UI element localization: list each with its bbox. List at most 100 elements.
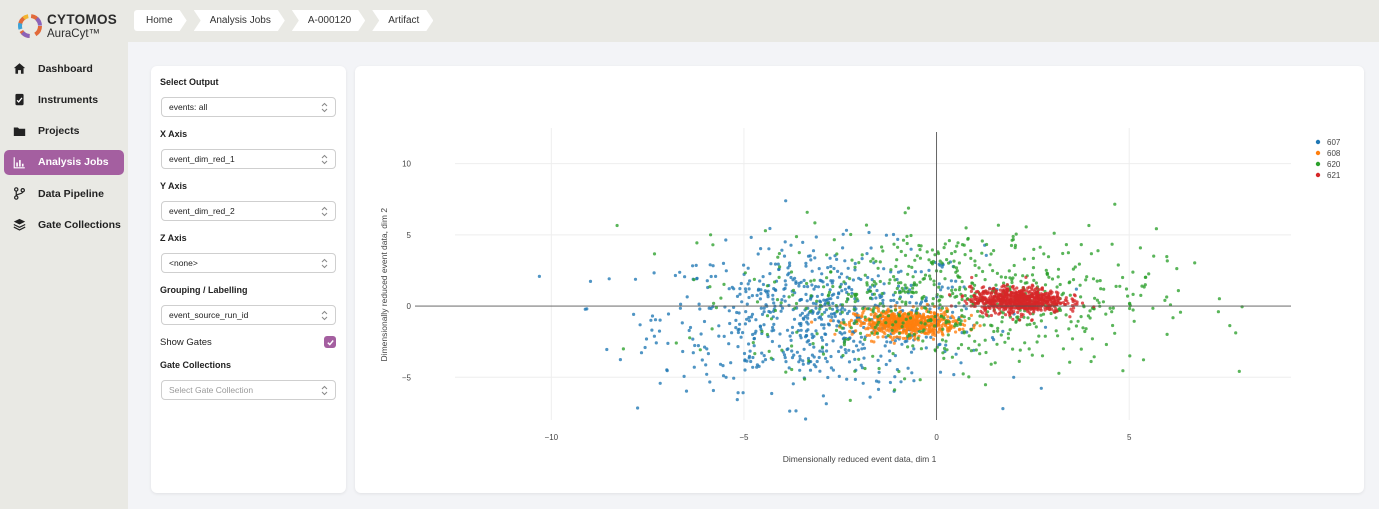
point xyxy=(1016,315,1020,319)
folder-icon xyxy=(12,124,26,138)
point xyxy=(705,347,709,351)
point xyxy=(952,373,956,377)
z-axis-dropdown[interactable]: <none> xyxy=(161,253,336,273)
point xyxy=(802,278,806,282)
point xyxy=(1068,360,1072,364)
legend-label[interactable]: 608 xyxy=(1327,149,1341,158)
point xyxy=(806,356,811,361)
gate-collections-dropdown[interactable]: Select Gate Collection xyxy=(161,380,336,400)
point xyxy=(1000,285,1004,289)
point xyxy=(857,357,861,361)
point xyxy=(818,307,822,311)
point xyxy=(804,417,808,421)
point xyxy=(823,332,827,336)
point xyxy=(857,261,861,265)
point xyxy=(910,371,914,375)
point xyxy=(782,353,787,357)
point xyxy=(911,328,916,332)
breadcrumb-job-id[interactable]: A-000120 xyxy=(292,10,365,31)
point xyxy=(957,301,961,305)
point xyxy=(794,301,799,306)
x-axis-dropdown[interactable]: event_dim_red_1 xyxy=(161,149,336,169)
breadcrumb-analysis-jobs[interactable]: Analysis Jobs xyxy=(194,10,285,31)
point xyxy=(869,339,874,343)
sidebar-item-data-pipeline[interactable]: Data Pipeline xyxy=(4,181,124,206)
point xyxy=(806,254,811,258)
point xyxy=(1091,277,1096,281)
point xyxy=(961,327,965,331)
point xyxy=(919,270,923,274)
point xyxy=(893,375,897,379)
point xyxy=(773,308,777,313)
legend-label[interactable]: 620 xyxy=(1327,160,1341,169)
legend-label[interactable]: 621 xyxy=(1327,171,1341,180)
sidebar-item-gate-collections[interactable]: Gate Collections xyxy=(4,212,124,237)
point xyxy=(688,336,692,340)
gate-collections-placeholder: Select Gate Collection xyxy=(169,385,254,395)
point xyxy=(809,294,813,298)
point xyxy=(921,339,925,343)
point xyxy=(988,287,992,291)
point xyxy=(830,307,835,311)
point xyxy=(766,289,770,293)
point xyxy=(978,352,982,356)
point xyxy=(825,276,829,280)
point xyxy=(864,223,869,227)
point xyxy=(1083,329,1087,334)
show-gates-checkbox[interactable] xyxy=(324,336,336,348)
point xyxy=(711,305,715,309)
select-output-dropdown[interactable]: events: all xyxy=(161,97,336,117)
point xyxy=(736,330,740,335)
sidebar-item-projects[interactable]: Projects xyxy=(4,119,124,144)
point xyxy=(990,324,994,328)
point xyxy=(1056,267,1061,271)
point xyxy=(918,248,922,252)
point xyxy=(1101,300,1105,304)
grouping-dropdown[interactable]: event_source_run_id xyxy=(161,305,336,325)
sidebar-item-instruments[interactable]: Instruments xyxy=(4,87,124,112)
breadcrumb-artifact[interactable]: Artifact xyxy=(372,10,433,31)
point xyxy=(837,292,841,296)
point xyxy=(829,319,833,323)
sidebar-item-label: Data Pipeline xyxy=(38,187,104,200)
point xyxy=(1079,295,1083,299)
point xyxy=(722,282,726,286)
chart-axes xyxy=(415,132,1291,420)
point xyxy=(1021,298,1025,302)
point xyxy=(873,325,877,329)
point xyxy=(915,307,919,311)
point xyxy=(969,284,973,288)
point xyxy=(765,314,770,318)
sidebar-item-analysis-jobs[interactable]: Analysis Jobs xyxy=(4,149,124,175)
scatter-plot[interactable]: −10 −5 0 5 −5 0 5 10 Dimensionally reduced even… xyxy=(355,66,1364,493)
point xyxy=(666,312,671,316)
point xyxy=(822,285,826,289)
point xyxy=(1030,288,1034,292)
point xyxy=(878,313,882,317)
point xyxy=(1072,306,1076,310)
breadcrumb-home[interactable]: Home xyxy=(134,10,187,31)
point xyxy=(952,259,956,263)
point xyxy=(1001,311,1005,315)
point xyxy=(874,259,878,263)
point xyxy=(872,280,876,284)
point xyxy=(1138,246,1142,250)
logo[interactable]: CYTOMOS AuraCyt™ xyxy=(16,10,126,44)
point xyxy=(906,290,910,294)
point xyxy=(837,374,841,378)
point xyxy=(1131,308,1135,312)
point xyxy=(930,248,935,252)
point xyxy=(1004,291,1008,296)
point xyxy=(950,285,954,289)
point xyxy=(732,305,736,309)
point xyxy=(762,306,766,310)
point xyxy=(1085,275,1089,279)
point xyxy=(820,272,824,276)
y-axis-dropdown[interactable]: event_dim_red_2 xyxy=(161,201,336,221)
legend-label[interactable]: 607 xyxy=(1327,138,1341,147)
point xyxy=(977,296,982,300)
point xyxy=(954,352,958,356)
sidebar-item-dashboard[interactable]: Dashboard xyxy=(4,56,124,81)
point xyxy=(939,294,943,298)
point xyxy=(849,232,853,237)
